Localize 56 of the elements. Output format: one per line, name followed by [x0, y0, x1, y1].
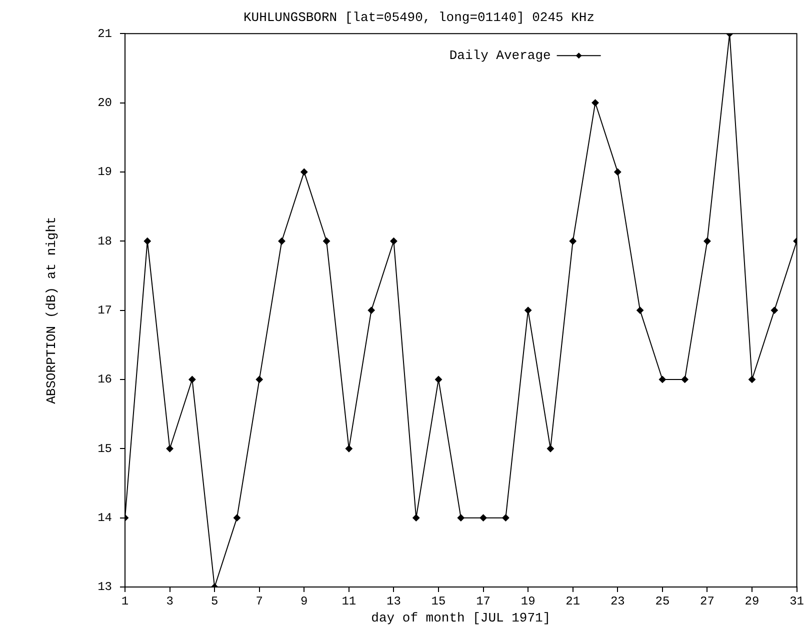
point — [546, 445, 554, 452]
x-tick-label: 29 — [744, 594, 760, 608]
point — [480, 514, 487, 522]
point — [412, 514, 420, 522]
x-tick-label: 19 — [520, 594, 536, 608]
point — [278, 238, 286, 245]
x-tick-label: 21 — [566, 594, 580, 608]
point — [368, 306, 375, 314]
x-tick-label: 25 — [655, 594, 670, 608]
point — [188, 376, 196, 383]
point — [681, 376, 688, 383]
point — [502, 514, 510, 522]
y-tick-label: 13 — [98, 580, 112, 594]
point — [770, 306, 778, 314]
point — [144, 238, 151, 245]
point — [166, 445, 174, 452]
x-tick-label: 11 — [342, 594, 356, 608]
point — [390, 238, 398, 245]
point — [748, 376, 756, 383]
point — [614, 168, 622, 176]
x-tick-label: 7 — [256, 594, 263, 608]
y-tick-label: 20 — [98, 96, 112, 110]
y-tick-label: 17 — [98, 303, 112, 318]
point — [524, 306, 532, 314]
point — [435, 376, 442, 383]
point — [457, 514, 464, 522]
x-tick-label: 9 — [300, 594, 308, 608]
x-axis-title: day of month [JUL 1971] — [371, 610, 551, 626]
y-axis-title: ABSORPTION (dB) at night — [44, 216, 60, 404]
x-tick-label: 27 — [700, 594, 714, 608]
x-tick-label: 5 — [210, 594, 218, 608]
y-tick-label: 14 — [98, 510, 112, 525]
point — [658, 376, 666, 383]
point — [256, 376, 263, 383]
x-tick-label: 15 — [431, 594, 446, 608]
x-tick-label: 31 — [790, 594, 804, 608]
y-tick-label: 18 — [98, 234, 112, 248]
point — [592, 99, 599, 106]
point — [233, 514, 240, 522]
point — [704, 238, 711, 245]
point — [345, 445, 352, 452]
y-tick-label: 16 — [98, 372, 112, 387]
point — [636, 306, 644, 314]
y-tick-label: 21 — [98, 26, 112, 41]
point — [569, 238, 576, 245]
legend-label: Daily Average — [449, 48, 551, 64]
y-tick-label: 19 — [98, 165, 112, 180]
x-tick-label: 1 — [121, 594, 129, 608]
y-tick-label: 15 — [98, 442, 112, 456]
x-tick-label: 13 — [386, 594, 401, 608]
x-tick-label: 17 — [476, 594, 490, 608]
chart-title: KUHLUNGSBORN [lat=05490, long=01140] 0245 KHz — [243, 10, 595, 26]
point — [323, 238, 330, 245]
x-tick-label: 3 — [166, 594, 174, 608]
point — [300, 168, 308, 176]
x-tick-label: 23 — [610, 594, 625, 608]
